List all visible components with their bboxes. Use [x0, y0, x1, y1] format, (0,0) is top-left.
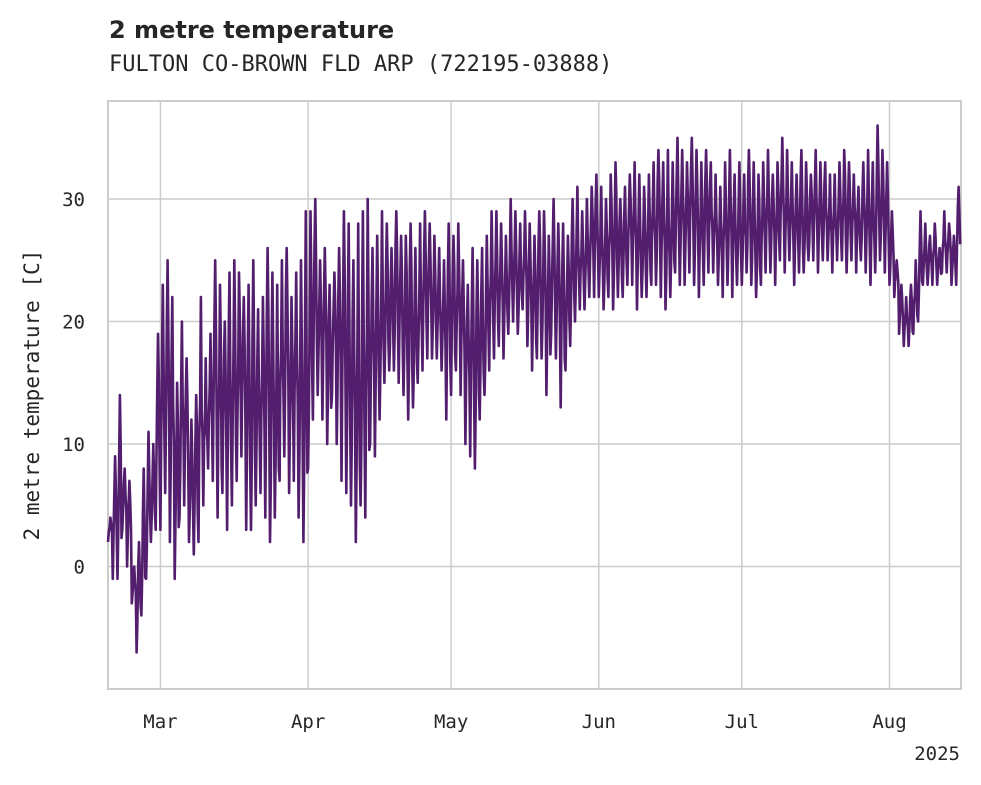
x-tick-label: Aug [872, 711, 906, 733]
x-tick-label: Apr [291, 711, 325, 733]
plot-frame [107, 100, 962, 690]
x-tick-labels: Mar Apr May Jun Jul Aug [143, 711, 906, 733]
y-tick-label: 30 [62, 189, 85, 211]
y-tick-label: 20 [62, 312, 85, 334]
x-tick-label: May [434, 711, 468, 733]
x-tick-label: Jun [582, 711, 616, 733]
chart-subtitle: FULTON CO-BROWN FLD ARP (722195-03888) [109, 52, 613, 77]
series-layer [106, 124, 962, 654]
y-tick-label: 10 [62, 434, 85, 456]
x-tick-label: Mar [143, 711, 177, 733]
y-axis-label: 2 metre temperature [C] [20, 250, 44, 541]
temperature-series-line [106, 124, 962, 654]
x-axis-year-label: 2025 [914, 743, 960, 765]
x-tick-label: Jul [725, 711, 759, 733]
chart-title: 2 metre temperature [109, 16, 395, 44]
y-tick-labels: 0 10 20 30 [62, 189, 85, 579]
y-tick-label: 0 [74, 557, 85, 579]
